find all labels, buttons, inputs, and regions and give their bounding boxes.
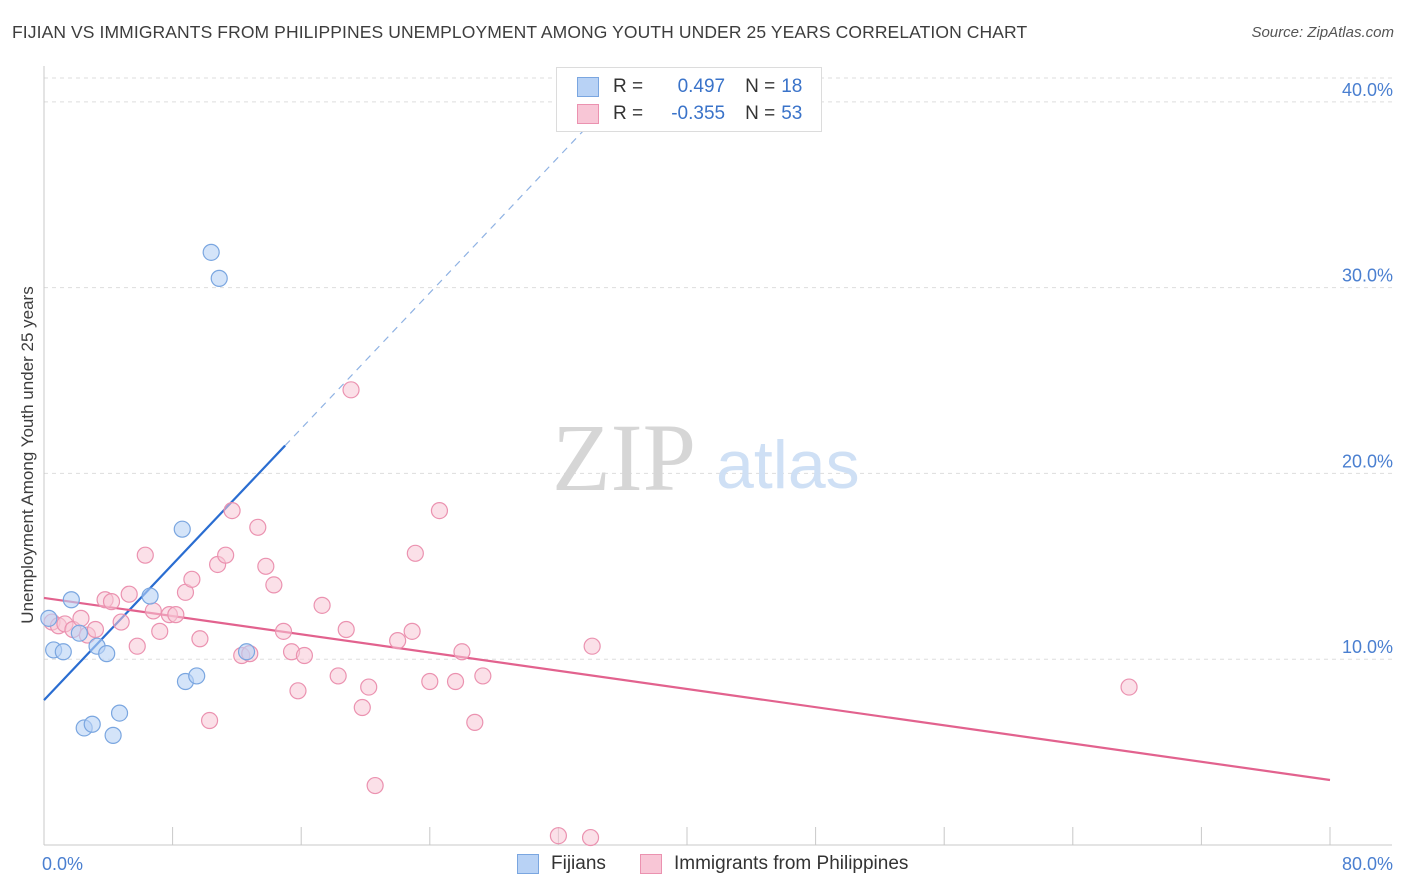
philippines-point [360,678,378,696]
correlation-legend: R = 0.497 N = 18 R = -0.355 N = 53 [556,67,822,132]
philippines-point [167,606,185,624]
philippines-point [136,546,154,564]
philippines-point [151,622,169,640]
philippines-point [217,546,235,564]
philippines-point [183,570,201,588]
philippines-point [583,637,601,655]
n-value: 18 [781,76,803,97]
philippines-point [86,620,105,639]
watermark: ZIP atlas [552,404,860,511]
fijians-trend-line [43,444,286,701]
philippines-point [421,672,439,691]
chart-title: FIJIAN VS IMMIGRANTS FROM PHILIPPINES UN… [12,22,1028,42]
fijians-point [70,624,88,642]
fijians-point [210,269,228,287]
philippines-point [342,381,360,399]
philippines-point [581,828,600,847]
philippines-point [249,518,267,536]
fijians-legend-label: Fijians [551,853,606,874]
y-tick-labels: 10.0% 20.0% 30.0% 40.0% [1342,80,1393,657]
philippines-point [274,622,293,640]
fijians-point [237,643,256,661]
y-axis-label: Unemployment Among Youth under 25 years [18,286,37,623]
philippines-point [474,667,492,685]
philippines-point [191,630,209,648]
philippines-point [466,713,484,731]
x-tick-labels: 0.0% 80.0% [42,854,1393,874]
philippines-point [72,609,90,627]
bottom-legend-philippines: Immigrants from Philippines [640,852,908,876]
r-label: R = [613,76,644,97]
philippines-point [549,827,568,845]
philippines-point [430,501,449,520]
fijians-point [104,726,122,744]
philippines-point [144,602,162,620]
grid-lines [44,77,1392,660]
fijians-point [188,667,206,685]
philippines-point [200,711,219,730]
trend-lines [43,131,1331,782]
y-tick-label: 40.0% [1342,80,1393,100]
r-value: 0.497 [677,76,726,97]
philippines-point [223,501,241,520]
fijians-point [173,520,191,538]
n-label: N = [745,76,776,97]
philippines-point [112,613,130,631]
fijians-point [98,645,116,663]
n-value: 53 [781,103,803,124]
philippines-point [366,776,384,795]
y-tick-label: 20.0% [1342,451,1393,471]
philippines-trend-line [43,596,1331,782]
philippines-point [289,682,307,700]
philippines-point [337,620,355,639]
legend-row-fijians: R = 0.497 N = 18 [577,74,802,100]
philippines-point [353,698,371,717]
r-label: R = [613,103,644,124]
bottom-legend-fijians: Fijians [517,852,606,876]
philippines-point [406,544,424,562]
philippines-point [120,585,138,603]
fijians-legend-swatch [517,854,539,874]
philippines-point [102,593,121,611]
fijians-point [83,715,101,733]
philippines-point [265,576,283,594]
y-tick-label: 10.0% [1342,637,1393,657]
philippines-point [1120,678,1138,696]
r-value: -0.355 [671,103,726,124]
data-points [40,243,1138,847]
philippines-legend-swatch [640,854,662,874]
fijians-point [54,643,72,661]
fijians-swatch [577,77,599,97]
philippines-swatch [577,104,599,124]
philippines-point [389,632,407,650]
philippines-point [295,646,314,665]
fijians-point [110,704,129,722]
philippines-point [403,622,421,640]
philippines-point [329,667,347,685]
fijians-trend-extension [284,131,583,446]
philippines-point [128,637,146,655]
philippines-point [446,672,465,691]
y-tick-label: 30.0% [1342,266,1393,286]
fijians-point [40,609,58,627]
philippines-point [257,557,275,575]
x-tick-label: 80.0% [1342,854,1393,874]
fijians-point [62,591,80,609]
n-label: N = [745,103,776,124]
x-tick-label: 0.0% [42,854,83,874]
fijians-point [141,587,159,605]
philippines-point [313,596,331,614]
legend-row-philippines: R = -0.355 N = 53 [577,101,802,127]
source-label: Source: ZipAtlas.com [1251,24,1394,41]
philippines-point [453,643,471,661]
watermark-zip: ZIP [552,404,696,511]
fijians-point [202,243,220,261]
philippines-legend-label: Immigrants from Philippines [674,853,909,874]
watermark-atlas: atlas [716,427,860,503]
